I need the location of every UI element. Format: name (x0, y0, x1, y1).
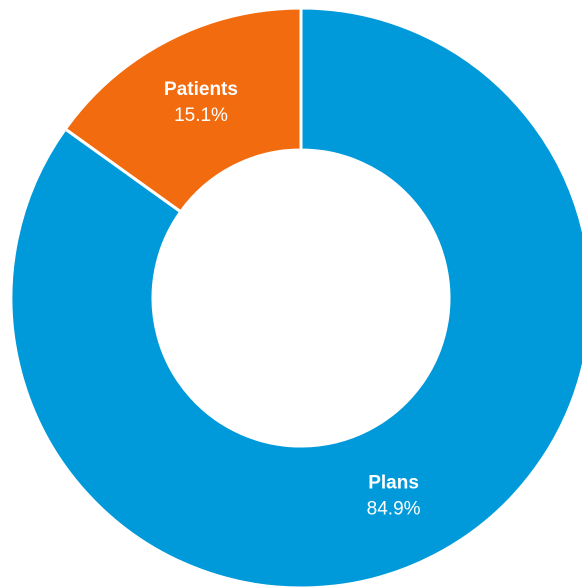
slice-percent-label: 84.9% (367, 499, 421, 520)
slice-plans (9, 6, 582, 587)
labels-layer: Plans 84.9% Patients 15.1% (164, 79, 421, 519)
slice-patients (63, 6, 303, 214)
slice-name-label: Patients (164, 79, 238, 100)
slice-percent-label: 15.1% (174, 105, 228, 126)
slices-layer (9, 6, 582, 587)
slice-label-patients: Patients 15.1% (164, 79, 238, 126)
slice-label-plans: Plans 84.9% (367, 473, 421, 520)
slice-name-label: Plans (368, 473, 419, 494)
